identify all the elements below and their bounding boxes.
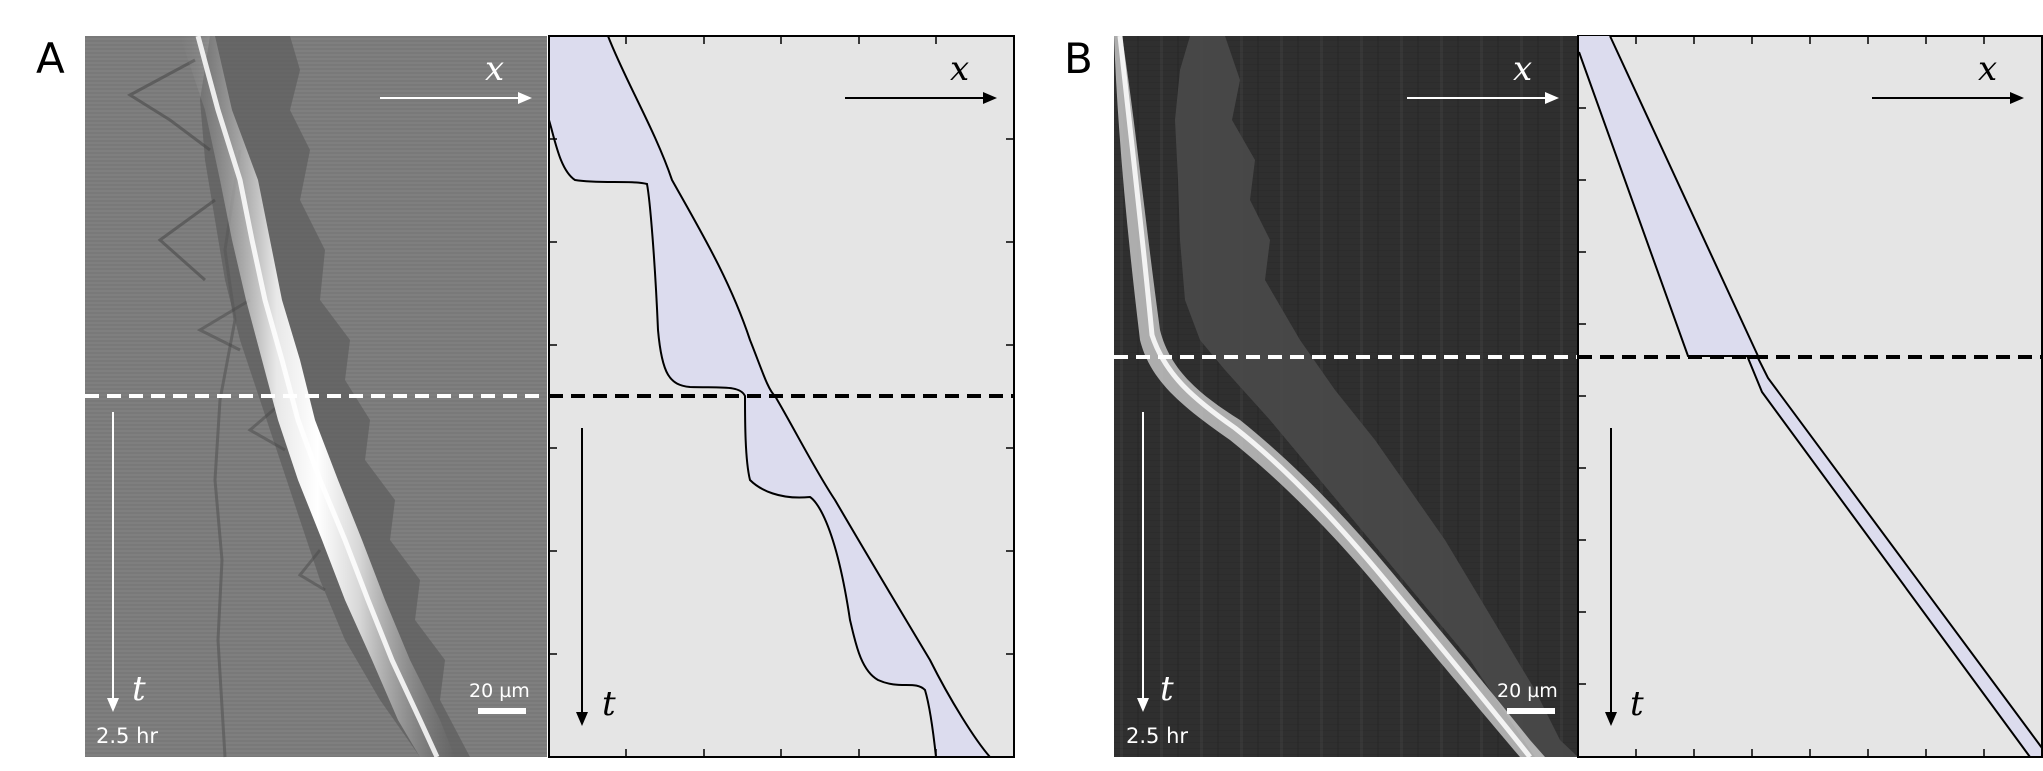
t-axis-label: t: [1160, 669, 1174, 709]
t-axis-label: t: [1630, 684, 1644, 724]
x-axis-label: x: [485, 49, 504, 89]
time-scale-label: 2.5 hr: [96, 724, 158, 748]
tick-marks: [1578, 36, 1985, 757]
time-scale-label: 2.5 hr: [1126, 724, 1188, 748]
scale-bar-label: 20 µm: [1497, 680, 1558, 702]
scale-bar-label: 20 µm: [469, 680, 530, 702]
schematic-region: [1579, 36, 1758, 356]
schematic-plot: x t: [1577, 35, 2043, 758]
panel-b: B x t 2.5 hr 20 µm: [1064, 34, 2043, 759]
panel-letter: A: [36, 34, 65, 83]
kymograph-image: x t 2.5 hr 20 µm: [85, 35, 547, 759]
schematic-plot: x t: [548, 35, 1015, 758]
panel-letter: B: [1064, 34, 1093, 83]
x-axis-label: x: [950, 49, 969, 89]
x-axis-label: x: [1513, 49, 1532, 89]
t-axis-label: t: [132, 669, 146, 709]
t-axis-label: t: [602, 684, 616, 724]
schematic-region: [1746, 357, 2043, 758]
scale-bar: [1507, 708, 1555, 714]
x-axis-label: x: [1978, 49, 1997, 89]
tick-marks: [549, 36, 1014, 757]
panel-a: A x t 2.5 hr: [36, 34, 1015, 759]
scale-bar: [478, 708, 526, 714]
kymograph-image: x t 2.5 hr 20 µm: [1114, 35, 1578, 759]
